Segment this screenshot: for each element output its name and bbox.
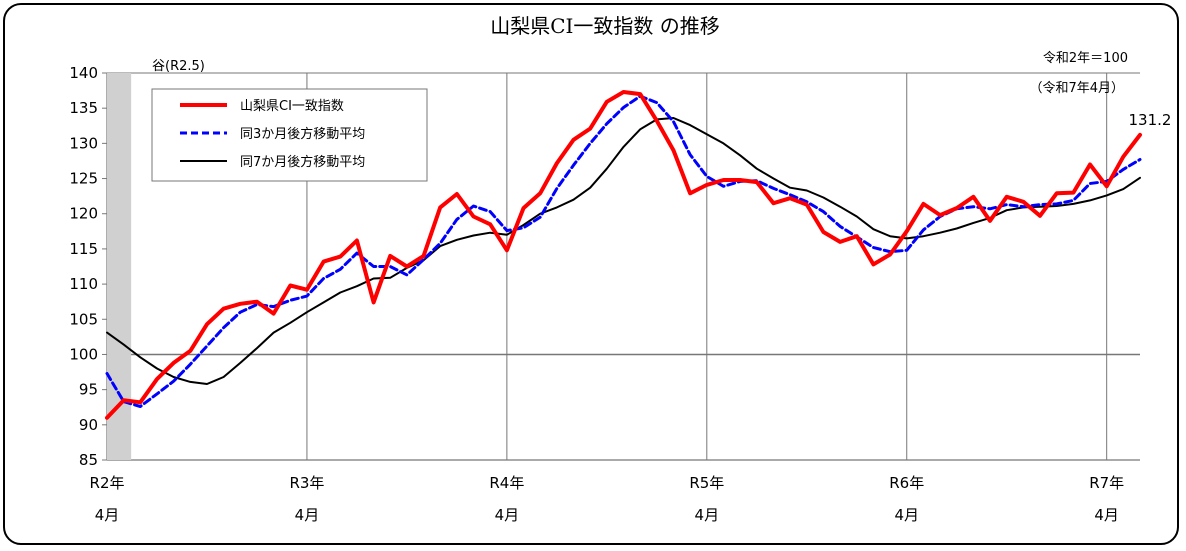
series-line-3 xyxy=(106,117,1141,385)
y-tick-label: 100 xyxy=(69,345,98,363)
x-tick-month: 4月 xyxy=(495,506,520,524)
chart-title: 山梨県CI一致指数 の推移 xyxy=(490,14,720,38)
x-tick-month: 4月 xyxy=(295,506,320,524)
y-tick-label: 105 xyxy=(69,310,98,328)
y-tick-label: 130 xyxy=(69,134,98,152)
x-tick-year: R7年 xyxy=(1089,474,1124,492)
base-note-sub: （令和7年4月） xyxy=(1029,81,1124,96)
x-tick-year: R3年 xyxy=(289,474,324,492)
y-tick-label: 125 xyxy=(69,170,98,188)
x-tick-month: 4月 xyxy=(894,506,919,524)
last-value-label: 131.2 xyxy=(1129,111,1172,129)
legend-label-1: 山梨県CI一致指数 xyxy=(240,99,344,114)
x-tick-month: 4月 xyxy=(95,506,120,524)
series-line-2 xyxy=(105,94,1142,408)
x-tick-year: R4年 xyxy=(489,474,524,492)
y-axis: 85 90 95 100 105 110 115 120 125 130 135 140 xyxy=(69,64,107,469)
x-tick-month: 4月 xyxy=(1094,506,1119,524)
trough-label: 谷(R2.5) xyxy=(152,59,205,74)
x-tick-year: R2年 xyxy=(90,474,125,492)
x-tick-month: 4月 xyxy=(695,506,720,524)
x-axis: R2年 4月 R3年 4月 R4年 4月 R5年 4月 R6年 4月 R7年 4月 xyxy=(90,474,1125,524)
y-tick-label: 85 xyxy=(79,451,98,469)
x-tick-year: R5年 xyxy=(689,474,724,492)
series-lines xyxy=(105,90,1142,420)
y-tick-label: 90 xyxy=(79,416,98,434)
series-line-1 xyxy=(105,90,1142,420)
base-note: 令和2年＝100 xyxy=(1043,51,1128,66)
y-tick-label: 135 xyxy=(69,99,98,117)
y-tick-label: 120 xyxy=(69,205,98,223)
y-tick-label: 95 xyxy=(79,381,98,399)
x-tick-year: R6年 xyxy=(889,474,924,492)
legend-label-2: 同3か月後方移動平均 xyxy=(240,126,365,142)
y-tick-label: 115 xyxy=(69,240,98,258)
legend-label-3: 同7か月後方移動平均 xyxy=(240,154,365,170)
y-tick-label: 110 xyxy=(69,275,98,293)
y-tick-label: 140 xyxy=(69,64,98,82)
